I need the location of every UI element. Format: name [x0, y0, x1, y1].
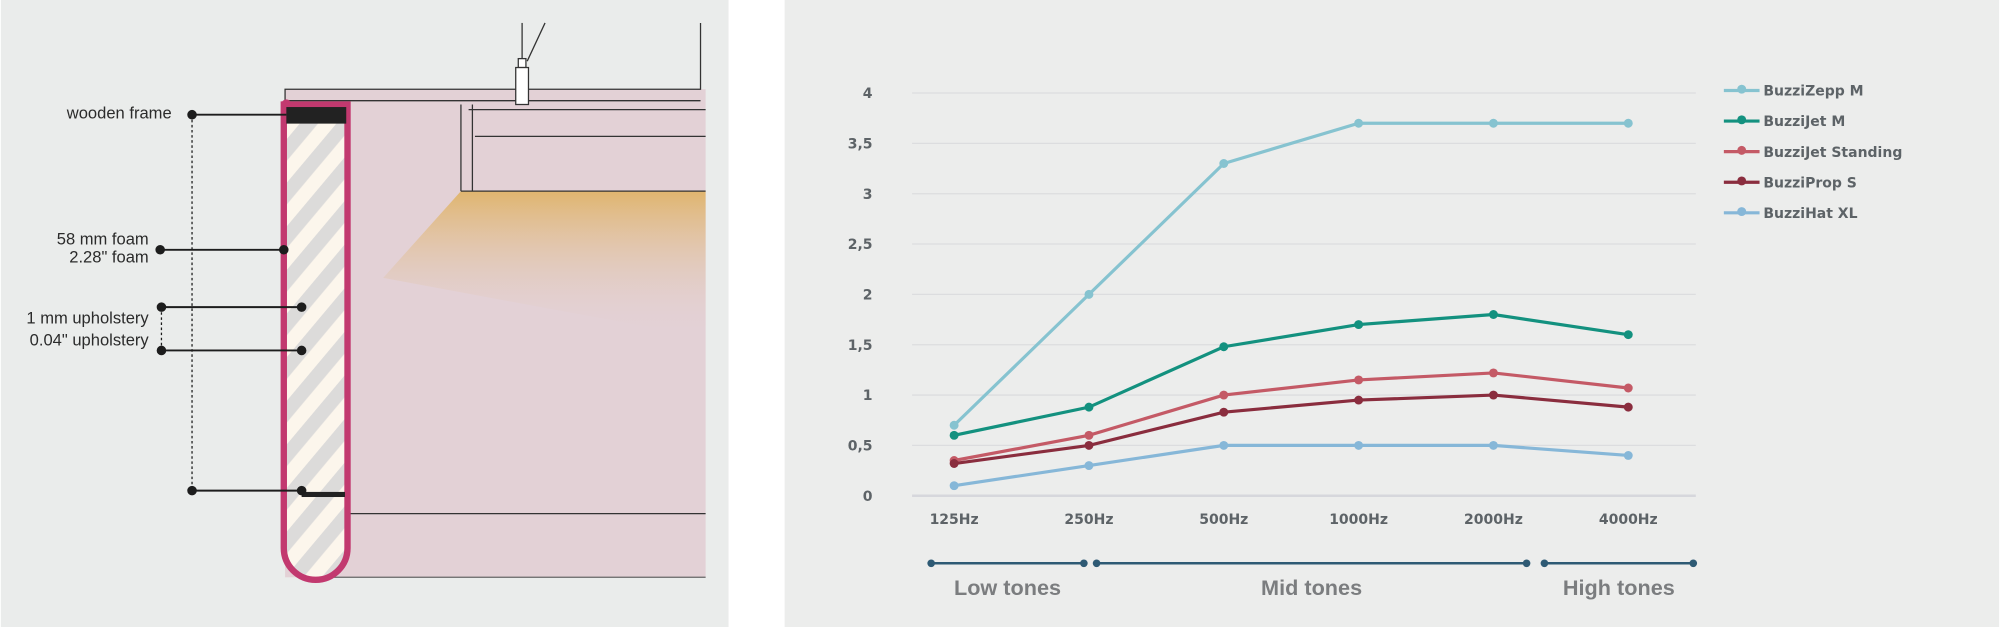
data-point: [1488, 310, 1498, 319]
data-point: [1354, 320, 1364, 330]
tone-range-label: Low tones: [954, 575, 1061, 600]
series-line-2: [953, 371, 1629, 463]
cross-section-diagram: wooden frame 58 mm foam 2.28" foam 1 mm …: [0, 0, 729, 627]
tone-ranges: Low tones Mid tones High tones: [927, 559, 1698, 600]
data-point: [1084, 289, 1094, 299]
data-point: [1084, 461, 1094, 470]
data-point: [1488, 440, 1498, 450]
data-point: [1488, 368, 1498, 378]
x-tick-label: 2000Hz: [1464, 512, 1523, 528]
x-axis: 125Hz 250Hz 500Hz 1000Hz 2000Hz 4000Hz: [930, 512, 1658, 528]
data-point: [1219, 440, 1229, 450]
lamp-icon: [515, 22, 546, 106]
y-tick-label: 3: [863, 187, 873, 203]
series-line-1: [953, 312, 1629, 437]
y-tick-label: 1,5: [848, 338, 873, 354]
data-point: [1354, 440, 1364, 450]
data-point: [1219, 342, 1229, 352]
ceiling-panel: [285, 89, 706, 578]
data-point: [949, 481, 959, 491]
data-point: [1354, 395, 1364, 405]
legend-marker: [1737, 207, 1747, 217]
data-point: [1219, 390, 1229, 400]
data-point: [1488, 118, 1498, 128]
data-point: [1623, 402, 1633, 412]
series-line-4: [953, 443, 1629, 488]
data-point: [1084, 430, 1094, 440]
data-point: [1084, 440, 1094, 450]
tone-range-start: [1092, 559, 1101, 568]
upholstered-foam-edge: [280, 101, 351, 584]
legend-marker: [1737, 115, 1747, 125]
x-tick-label: 4000Hz: [1599, 512, 1658, 528]
data-point: [1623, 451, 1633, 460]
y-axis: 0 0,5 1 1,5 2 2,5 3 3,5 4: [848, 86, 873, 505]
tone-range-end: [1522, 559, 1531, 568]
data-point: [1623, 383, 1633, 393]
callout-lines: [155, 109, 307, 496]
wooden-frame-top: [286, 107, 347, 124]
chart-background: [784, 0, 2000, 627]
data-point: [949, 459, 959, 468]
legend-marker: [1737, 176, 1747, 186]
data-point: [1084, 402, 1094, 412]
data-point: [1623, 118, 1633, 128]
data-point: [1354, 375, 1364, 385]
label-foam-in: 2.28" foam: [69, 248, 148, 267]
legend-label: BuzziProp S: [1763, 175, 1857, 191]
x-tick-label: 500Hz: [1199, 512, 1248, 528]
legend-marker: [1737, 145, 1747, 155]
data-point: [1623, 330, 1633, 340]
data-point: [1354, 118, 1364, 128]
y-tick-label: 1: [863, 388, 873, 404]
chart-legend: BuzziZepp M BuzziJet M BuzziJet Standing Bu…: [1723, 84, 1902, 222]
x-tick-label: 125Hz: [930, 512, 979, 528]
tone-range-label: High tones: [1563, 575, 1675, 600]
chart-series: [949, 118, 1633, 491]
x-tick-label: 1000Hz: [1329, 512, 1388, 528]
y-tick-label: 4: [863, 86, 873, 102]
tone-range-end: [1689, 559, 1698, 568]
y-tick-label: 0: [863, 489, 873, 505]
y-tick-label: 2,5: [848, 237, 873, 253]
data-point: [1488, 390, 1498, 400]
y-tick-label: 3,5: [848, 136, 873, 152]
chart-grid: [912, 92, 1696, 498]
legend-label: BuzziJet M: [1763, 114, 1845, 130]
tone-range-end: [1080, 559, 1088, 568]
y-tick-label: 0,5: [848, 438, 873, 454]
legend-label: BuzziHat XL: [1763, 206, 1857, 222]
tone-range-start: [927, 559, 936, 568]
light-glow: [383, 191, 706, 338]
label-wooden-frame: wooden frame: [66, 104, 172, 123]
legend-label: BuzziJet Standing: [1763, 145, 1902, 161]
series-line-0: [953, 121, 1629, 427]
ceiling-structure: [284, 22, 706, 578]
x-tick-label: 250Hz: [1064, 512, 1113, 528]
tone-range-start: [1540, 559, 1549, 568]
data-point: [1219, 407, 1229, 417]
legend-marker: [1737, 84, 1747, 94]
wooden-frame-bottom: [301, 491, 345, 498]
label-upholstery-mm: 1 mm upholstery: [26, 309, 149, 328]
label-upholstery-in: 0.04" upholstery: [30, 330, 150, 349]
y-tick-label: 2: [863, 287, 873, 303]
legend-label: BuzziZepp M: [1763, 84, 1863, 100]
data-point: [1219, 159, 1229, 168]
label-foam-mm: 58 mm foam: [57, 230, 149, 249]
data-point: [949, 420, 959, 430]
tone-range-label: Mid tones: [1261, 575, 1362, 600]
series-line-3: [953, 393, 1629, 466]
data-point: [949, 430, 959, 440]
